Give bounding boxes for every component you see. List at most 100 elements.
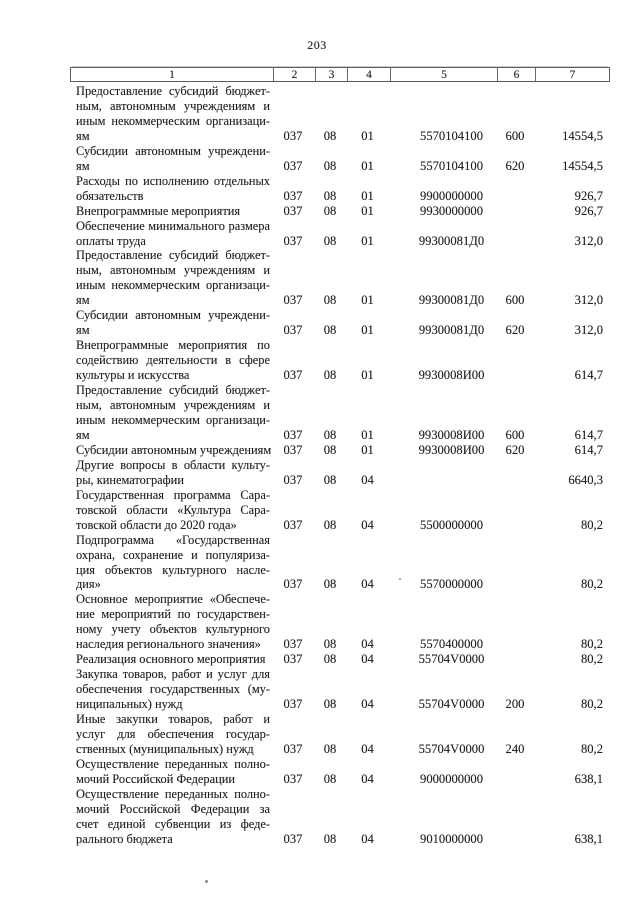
- description-line: ям: [76, 293, 90, 308]
- cell-target-article-code: 9930008И00: [418, 427, 485, 442]
- table-row: Расходы по исполнению отдельных обязатель…: [70, 174, 610, 204]
- cell-section-code: 08: [323, 652, 337, 667]
- cell-chief-admin-code: 037: [283, 427, 303, 442]
- cell-amount: 638,1: [574, 771, 603, 786]
- cell-amount: 80,2: [580, 517, 603, 532]
- description-line: Реализация основного мероприятия: [76, 652, 266, 667]
- cell-target-article-code: 55704V0000: [418, 697, 485, 712]
- cell-chief-admin-code: 037: [283, 637, 303, 652]
- cell-amount: 80,2: [580, 652, 603, 667]
- description-line: ям: [76, 128, 90, 143]
- cell-section-code: 08: [323, 637, 337, 652]
- cell-amount: 614,7: [574, 442, 603, 457]
- row-description: Внепрограммные мероприятия: [70, 204, 272, 219]
- description-line: ям: [76, 323, 90, 338]
- cell-subsection-code: 04: [361, 652, 374, 667]
- cell-amount: 14554,5: [562, 158, 603, 173]
- row-description: Закупка товаров, работ и услуг для обеспе…: [70, 667, 272, 712]
- cell-section-code: 08: [323, 323, 337, 338]
- cell-amount: 926,7: [574, 203, 603, 218]
- row-description: Обеспечение минимального размера оплаты т…: [70, 219, 272, 249]
- cell-section-code: 08: [323, 771, 337, 786]
- description-line: иным некоммерческим организаци-: [76, 113, 270, 128]
- table-row: Другие вопросы в области культу-ры, кине…: [70, 458, 610, 488]
- description-line: Другие вопросы в области культу-: [76, 457, 270, 472]
- description-line: Предоставление субсидий бюджет-: [76, 248, 270, 263]
- row-description: Предоставление субсидий бюджет-ным, авто…: [70, 383, 272, 443]
- cell-subsection-code: 01: [361, 188, 374, 203]
- table-body: Предоставление субсидий бюджет-ным, авто…: [70, 82, 610, 847]
- table-row: Субсидии автономным учреждени-ям 037 08 …: [70, 144, 610, 174]
- header-cell-2: 2: [273, 68, 315, 81]
- row-description: Осуществление переданных полно-мочий Рос…: [70, 757, 272, 787]
- description-line: иным некоммерческим организаци-: [76, 412, 270, 427]
- cell-chief-admin-code: 037: [283, 741, 303, 756]
- cell-section-code: 08: [323, 128, 337, 143]
- description-line: содействию деятельности в сфере: [76, 353, 270, 368]
- cell-section-code: 08: [323, 741, 337, 756]
- cell-amount: 80,2: [580, 697, 603, 712]
- cell-target-article-code: 99300081Д0: [418, 293, 485, 308]
- table-row: Подпрограмма «Государственная охрана, сох…: [70, 533, 610, 593]
- cell-section-code: 08: [323, 472, 337, 487]
- row-description: Субсидии автономным учреждениям: [70, 443, 272, 458]
- cell-amount: 312,0: [574, 293, 603, 308]
- description-line: ному учету объектов культурного: [76, 622, 270, 637]
- cell-subsection-code: 04: [361, 831, 374, 846]
- description-line: Предоставление субсидий бюджет-: [76, 84, 270, 98]
- cell-subsection-code: 01: [361, 323, 374, 338]
- cell-expense-type-code: 200: [505, 697, 525, 712]
- row-description: Внепрограммные мероприятия по содействию …: [70, 338, 272, 383]
- description-line: оплаты труда: [76, 233, 146, 248]
- row-description: Другие вопросы в области культу-ры, кине…: [70, 458, 272, 488]
- cell-subsection-code: 01: [361, 128, 374, 143]
- cell-section-code: 08: [323, 697, 337, 712]
- cell-chief-admin-code: 037: [283, 188, 303, 203]
- description-line: счет единой субвенции из феде-: [76, 816, 270, 831]
- description-line: товской области «Культура Сара-: [76, 502, 270, 517]
- cell-chief-admin-code: 037: [283, 697, 303, 712]
- description-line: Подпрограмма «Государственная: [76, 532, 270, 547]
- table-row: Основное мероприятие «Обеспече-ние мероп…: [70, 592, 610, 652]
- cell-amount: 80,2: [580, 577, 603, 592]
- cell-chief-admin-code: 037: [283, 652, 303, 667]
- cell-amount: 638,1: [574, 831, 603, 846]
- row-description: Иные закупки товаров, работ и услуг для о…: [70, 712, 272, 757]
- cell-subsection-code: 04: [361, 697, 374, 712]
- cell-subsection-code: 01: [361, 427, 374, 442]
- cell-target-article-code: 9930008И00: [418, 442, 485, 457]
- cell-section-code: 08: [323, 368, 337, 383]
- cell-section-code: 08: [323, 517, 337, 532]
- description-line: Осуществление переданных полно-: [76, 756, 270, 771]
- cell-chief-admin-code: 037: [283, 233, 303, 248]
- cell-section-code: 08: [323, 158, 337, 173]
- description-line: ным, автономным учреждениям и: [76, 263, 270, 278]
- cell-target-article-code: 5570104100: [420, 128, 483, 143]
- row-description: Субсидии автономным учреждени-ям: [70, 144, 272, 174]
- row-description: Подпрограмма «Государственная охрана, сох…: [70, 533, 272, 593]
- cell-target-article-code: 9900000000: [420, 188, 483, 203]
- description-line: рального бюджета: [76, 831, 173, 846]
- cell-section-code: 08: [323, 233, 337, 248]
- table-row: Предоставление субсидий бюджет-ным, авто…: [70, 383, 610, 443]
- description-line: ственных (муниципальных) нужд: [76, 741, 254, 756]
- description-line: Иные закупки товаров, работ и: [76, 712, 270, 727]
- cell-chief-admin-code: 037: [283, 442, 303, 457]
- scan-speck: [205, 880, 208, 883]
- cell-subsection-code: 04: [361, 472, 374, 487]
- cell-subsection-code: 01: [361, 158, 374, 173]
- cell-subsection-code: 04: [361, 741, 374, 756]
- cell-target-article-code: 55704V0000: [418, 741, 485, 756]
- cell-section-code: 08: [323, 293, 337, 308]
- cell-chief-admin-code: 037: [283, 577, 303, 592]
- cell-subsection-code: 01: [361, 293, 374, 308]
- description-line: Осуществление переданных полно-: [76, 786, 270, 801]
- table-row: Внепрограммные мероприятия по содействию …: [70, 338, 610, 383]
- table-row: Предоставление субсидий бюджет-ным, авто…: [70, 248, 610, 308]
- cell-amount: 14554,5: [562, 128, 603, 143]
- description-line: Предоставление субсидий бюджет-: [76, 383, 270, 398]
- cell-subsection-code: 01: [361, 368, 374, 383]
- description-line: обязательств: [76, 188, 144, 203]
- cell-amount: 312,0: [574, 323, 603, 338]
- description-line: ние мероприятий по государствен-: [76, 607, 270, 622]
